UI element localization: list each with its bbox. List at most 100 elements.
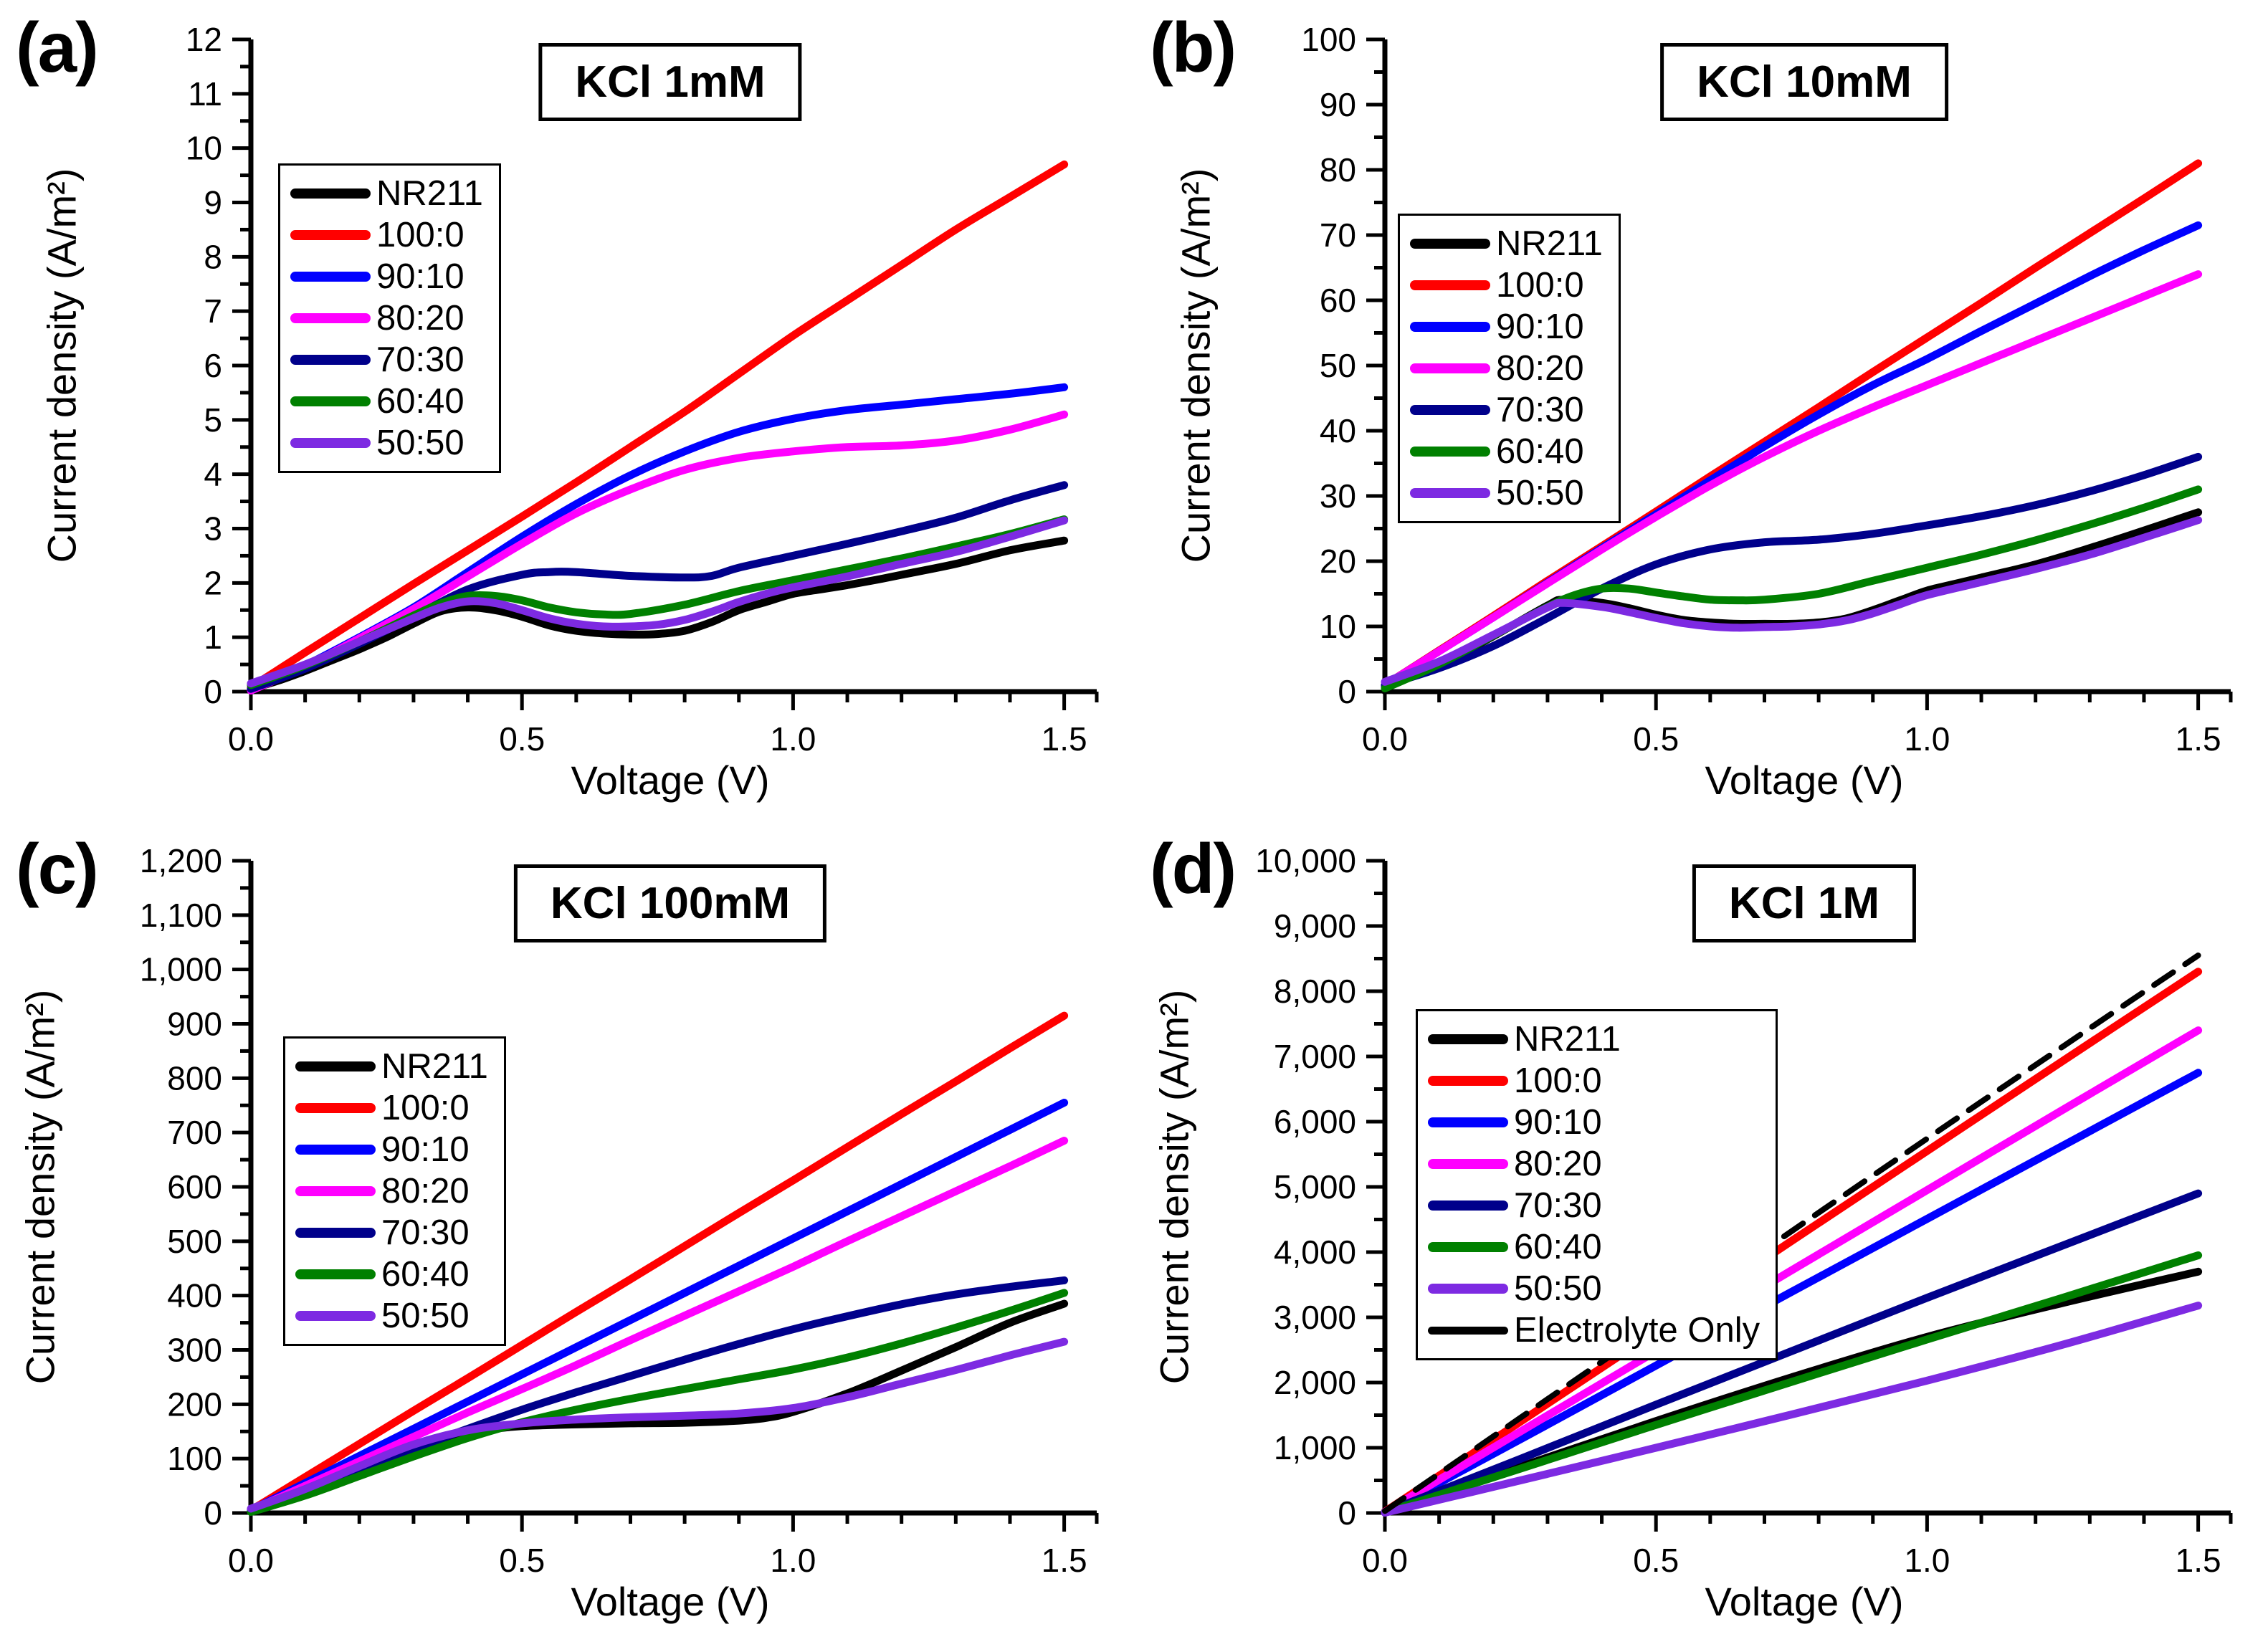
x-tick-label: 1.0 — [770, 1542, 816, 1579]
legend-line-swatch — [295, 1103, 376, 1113]
x-tick-label: 1.5 — [1042, 1542, 1087, 1579]
legend-item-nr211: NR211 — [295, 1046, 488, 1087]
x-axis-title: Voltage (V) — [1705, 758, 1904, 803]
x-tick-label: 0.0 — [228, 1542, 274, 1579]
legend-label: 100:0 — [1496, 265, 1584, 305]
y-tick-label: 600 — [167, 1168, 222, 1206]
legend-line-swatch — [1428, 1076, 1508, 1086]
legend-label: 50:50 — [1514, 1269, 1602, 1308]
legend-item-electrolyte-only: Electrolyte Only — [1428, 1309, 1760, 1351]
legend-item-nr211: NR211 — [290, 173, 483, 214]
legend: NR211 100:0 90:10 80:20 70:30 60:40 50:50 Elect… — [1416, 1009, 1778, 1360]
x-tick-label: 0.5 — [1633, 720, 1679, 758]
series-line-70-30 — [1381, 1189, 2203, 1517]
y-axis-title: Current density (A/m²) — [39, 168, 85, 563]
legend-line-swatch — [290, 188, 371, 199]
legend-line-swatch — [295, 1228, 376, 1238]
legend-item-50-50: 50:50 — [295, 1295, 488, 1337]
y-axis-title: Current density (A/m²) — [17, 989, 63, 1385]
legend: NR211 100:0 90:10 80:20 70:30 60:40 50:50 — [1398, 214, 1621, 523]
y-tick-label: 30 — [1320, 477, 1356, 515]
legend-item-50-50: 50:50 — [290, 422, 483, 464]
chart-title: KCl 1mM — [538, 43, 802, 121]
legend-label: 90:10 — [376, 257, 464, 296]
ticks — [232, 859, 1099, 1532]
legend-line-swatch — [1428, 1034, 1508, 1044]
legend-label: NR211 — [381, 1046, 488, 1086]
legend-item-70-30: 70:30 — [295, 1212, 488, 1254]
y-tick-label: 0 — [1338, 1494, 1356, 1532]
chart-title: KCl 1M — [1692, 864, 1917, 942]
legend-label: 70:30 — [1496, 390, 1584, 429]
series-line-nr211 — [247, 536, 1069, 693]
series-line-100-0 — [1381, 968, 2203, 1516]
legend-item-90-10: 90:10 — [1410, 306, 1603, 348]
chart-title: KCl 10mM — [1660, 43, 1948, 121]
legend-label: 100:0 — [1514, 1061, 1602, 1100]
series-line-60-40 — [247, 1289, 1069, 1516]
x-tick-label: 0.0 — [228, 720, 274, 758]
legend-label: 80:20 — [1496, 348, 1584, 388]
legend-item-100-0: 100:0 — [290, 214, 483, 256]
panel-label: (b) — [1150, 8, 1237, 87]
legend-line-swatch — [1410, 322, 1490, 332]
legend-label: 90:10 — [1496, 307, 1584, 346]
panel-kcl-100mm: 0 100 200 300 400 500 600 700 800 900 1,000 1,100 1,… — [0, 821, 1134, 1642]
legend-line-swatch — [1410, 239, 1490, 249]
y-tick-label: 1,000 — [1274, 1429, 1356, 1466]
legend-item-100-0: 100:0 — [1410, 264, 1603, 306]
y-tick-label: 0 — [1338, 673, 1356, 710]
legend-line-swatch — [1428, 1242, 1508, 1252]
tick-labels: 0 100 200 300 400 500 600 700 800 900 1,000 1,100 1,… — [140, 842, 1087, 1579]
y-tick-label: 100 — [167, 1440, 222, 1477]
legend-label: 80:20 — [376, 298, 464, 338]
legend-line-swatch — [290, 272, 371, 282]
legend-item-nr211: NR211 — [1428, 1018, 1760, 1060]
series-line-50-50 — [1381, 516, 2203, 686]
x-axis-title: Voltage (V) — [571, 1579, 770, 1624]
legend-label: 100:0 — [381, 1088, 470, 1127]
x-tick-label: 1.0 — [1904, 1542, 1950, 1579]
panel-label: (c) — [16, 829, 99, 908]
series-curves — [247, 1011, 1069, 1516]
legend-line-swatch — [1410, 280, 1490, 290]
x-tick-label: 0.5 — [499, 1542, 545, 1579]
legend-item-60-40: 60:40 — [1410, 431, 1603, 472]
legend-label: 90:10 — [1514, 1102, 1602, 1142]
x-tick-label: 0.0 — [1362, 1542, 1408, 1579]
y-tick-label: 20 — [1320, 543, 1356, 580]
legend-label: 70:30 — [381, 1213, 470, 1252]
legend-label: NR211 — [376, 173, 483, 213]
legend-item-50-50: 50:50 — [1410, 472, 1603, 514]
legend-label: 60:40 — [1496, 431, 1584, 471]
legend-label: 50:50 — [376, 423, 464, 462]
x-tick-label: 1.5 — [2176, 1542, 2221, 1579]
legend-line-swatch — [295, 1269, 376, 1279]
y-tick-label: 12 — [186, 21, 222, 58]
panel-kcl-1m: 0 1,000 2,000 3,000 4,000 5,000 6,000 7,000 8,00… — [1134, 821, 2268, 1642]
legend-label: NR211 — [1514, 1019, 1621, 1059]
legend-line-swatch — [1428, 1117, 1508, 1127]
series-line-90-10 — [1381, 1069, 2203, 1517]
y-tick-label: 80 — [1320, 151, 1356, 188]
y-tick-label: 9 — [204, 184, 222, 221]
series-line-100-0 — [247, 1011, 1069, 1514]
y-tick-label: 70 — [1320, 216, 1356, 254]
x-tick-label: 1.0 — [770, 720, 816, 758]
y-tick-label: 10 — [186, 130, 222, 167]
legend-line-swatch — [290, 230, 371, 240]
y-tick-label: 0 — [204, 1494, 222, 1532]
series-line-50-50 — [1381, 1302, 2203, 1517]
y-tick-label: 8 — [204, 238, 222, 275]
y-tick-label: 300 — [167, 1332, 222, 1369]
series-line-70-30 — [247, 1276, 1069, 1514]
series-line-50-50 — [247, 516, 1069, 688]
ticks — [232, 37, 1099, 710]
legend-label: 60:40 — [1514, 1227, 1602, 1266]
legend-item-70-30: 70:30 — [1428, 1185, 1760, 1226]
legend-item-100-0: 100:0 — [1428, 1060, 1760, 1102]
ticks — [1366, 859, 2233, 1532]
legend-label: 80:20 — [1514, 1144, 1602, 1183]
